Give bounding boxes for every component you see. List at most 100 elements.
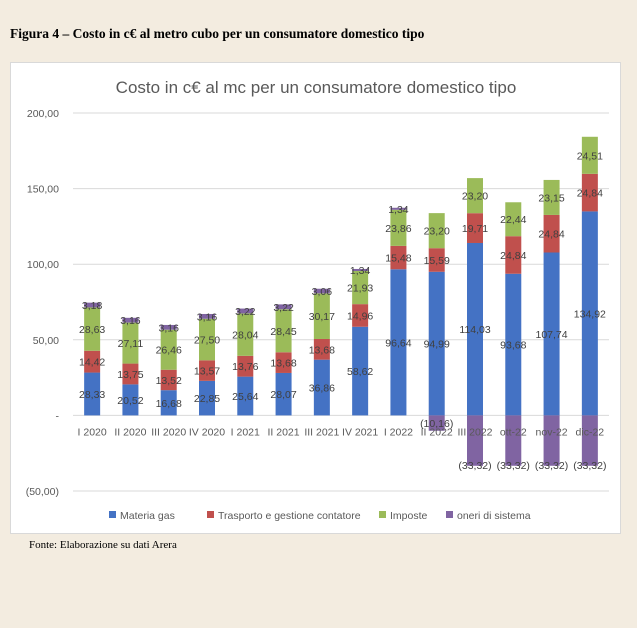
data-label: 24,84	[500, 250, 526, 262]
x-tick-label: IV 2020	[189, 426, 225, 438]
x-tick-label: I 2021	[231, 426, 260, 438]
bar-4	[122, 317, 139, 323]
data-label: 13,68	[270, 358, 296, 370]
bar-3	[313, 293, 330, 339]
bar-2	[467, 213, 483, 243]
data-label: 3,16	[197, 311, 218, 323]
data-label: (33,32)	[573, 460, 606, 472]
data-label: 14,96	[347, 310, 373, 322]
data-label: 23,15	[538, 192, 564, 204]
bar-2	[237, 355, 254, 377]
bar-1	[84, 372, 101, 416]
data-label: (33,32)	[497, 460, 530, 472]
y-axis-ticks: (50,00) - 50,00 100,00 150,00 200,00	[26, 108, 60, 498]
data-label: 134,92	[574, 308, 606, 320]
bar-4	[505, 415, 522, 466]
legend-swatch	[379, 511, 386, 518]
x-tick-label: II 2021	[268, 426, 300, 438]
data-label: 28,07	[270, 389, 296, 401]
bar-2	[543, 214, 560, 253]
y-tick-label: (50,00)	[26, 486, 59, 498]
bar-2	[581, 173, 598, 212]
data-label: 14,42	[79, 357, 105, 369]
data-label: 24,84	[577, 188, 603, 200]
data-label: 23,20	[462, 191, 488, 203]
data-label: 27,11	[118, 338, 144, 350]
bar-4	[428, 415, 445, 431]
data-label: 93,68	[500, 340, 526, 352]
bar-1	[237, 376, 254, 416]
legend-label: Trasporto e gestione contatore	[218, 510, 361, 522]
legend: Materia gas Trasporto e gestione contator…	[109, 510, 531, 522]
data-label: 94,99	[424, 339, 450, 351]
x-tick-label: nov-22	[536, 426, 568, 438]
bar-3	[390, 209, 407, 246]
data-label: 28,63	[79, 324, 105, 336]
x-tick-label: ott-22	[500, 426, 527, 438]
bar-1	[160, 390, 177, 416]
bar-2	[390, 245, 407, 270]
bar-1	[505, 273, 522, 416]
bars	[84, 136, 598, 466]
chart-title: Costo in c€ al mc per un consumatore dom…	[116, 78, 517, 97]
legend-swatch	[446, 511, 453, 518]
data-label: (33,32)	[535, 460, 568, 472]
bar-1	[275, 372, 292, 416]
data-label: 15,59	[424, 255, 450, 267]
data-label: 13,52	[156, 375, 182, 387]
bar-3	[352, 270, 369, 305]
bar-1	[543, 252, 560, 416]
chart-card: Costo in c€ al mc per un consumatore dom…	[10, 62, 621, 534]
data-label: 20,52	[117, 395, 143, 407]
legend-swatch	[207, 511, 214, 518]
data-label: 21,93	[347, 283, 373, 295]
y-tick-label: 100,00	[27, 259, 59, 271]
bar-4	[313, 288, 330, 294]
data-label: 28,45	[270, 326, 296, 338]
y-tick-label: 150,00	[27, 184, 59, 196]
data-label: 24,84	[538, 229, 564, 241]
x-tick-label: I 2020	[78, 426, 107, 438]
x-tick-label: IV 2021	[342, 426, 378, 438]
data-label: 3,06	[312, 286, 333, 298]
data-label: 3,16	[120, 315, 141, 327]
data-label: 3,18	[82, 300, 103, 312]
data-label: 3,22	[273, 302, 294, 314]
source-note: Fonte: Elaborazione su dati Arera	[29, 539, 177, 551]
data-label: 58,62	[347, 366, 373, 378]
bar-1	[390, 269, 407, 416]
data-label: 13,68	[309, 344, 335, 356]
x-tick-label: I 2022	[384, 426, 413, 438]
bar-4	[352, 268, 369, 271]
data-label: 15,48	[385, 253, 411, 265]
bar-3	[160, 329, 177, 370]
data-label: 3,22	[235, 306, 256, 318]
chart-svg: Costo in c€ al mc per un consumatore dom…	[26, 78, 609, 522]
bar-1	[428, 271, 445, 416]
bar-2	[313, 338, 330, 360]
y-tick-label: 50,00	[33, 335, 59, 347]
data-label: 26,46	[156, 345, 182, 357]
data-label: 96,64	[385, 337, 411, 349]
x-tick-label: II 2020	[114, 426, 146, 438]
bar-3	[505, 202, 522, 237]
data-label: (33,32)	[458, 460, 491, 472]
bar-2	[275, 352, 292, 373]
data-label: 22,85	[194, 393, 220, 405]
legend-swatch	[109, 511, 116, 518]
bar-1	[313, 359, 330, 416]
x-tick-label: dic-22	[576, 426, 605, 438]
x-tick-label: III 2021	[304, 426, 339, 438]
bar-2	[160, 369, 177, 391]
bar-2	[352, 304, 369, 327]
data-label: 1,34	[350, 265, 371, 277]
y-tick-label: 200,00	[27, 108, 59, 120]
legend-label: oneri di sistema	[457, 510, 531, 522]
bar-2	[122, 363, 139, 385]
bar-2	[505, 236, 522, 274]
x-axis-ticks: I 2020 II 2020 III 2020 IV 2020 I 2021 II 202…	[78, 426, 605, 438]
y-tick-label: -	[56, 410, 60, 422]
bar-4	[581, 415, 598, 466]
data-label: 25,64	[232, 391, 258, 403]
x-tick-label: III 2020	[151, 426, 186, 438]
